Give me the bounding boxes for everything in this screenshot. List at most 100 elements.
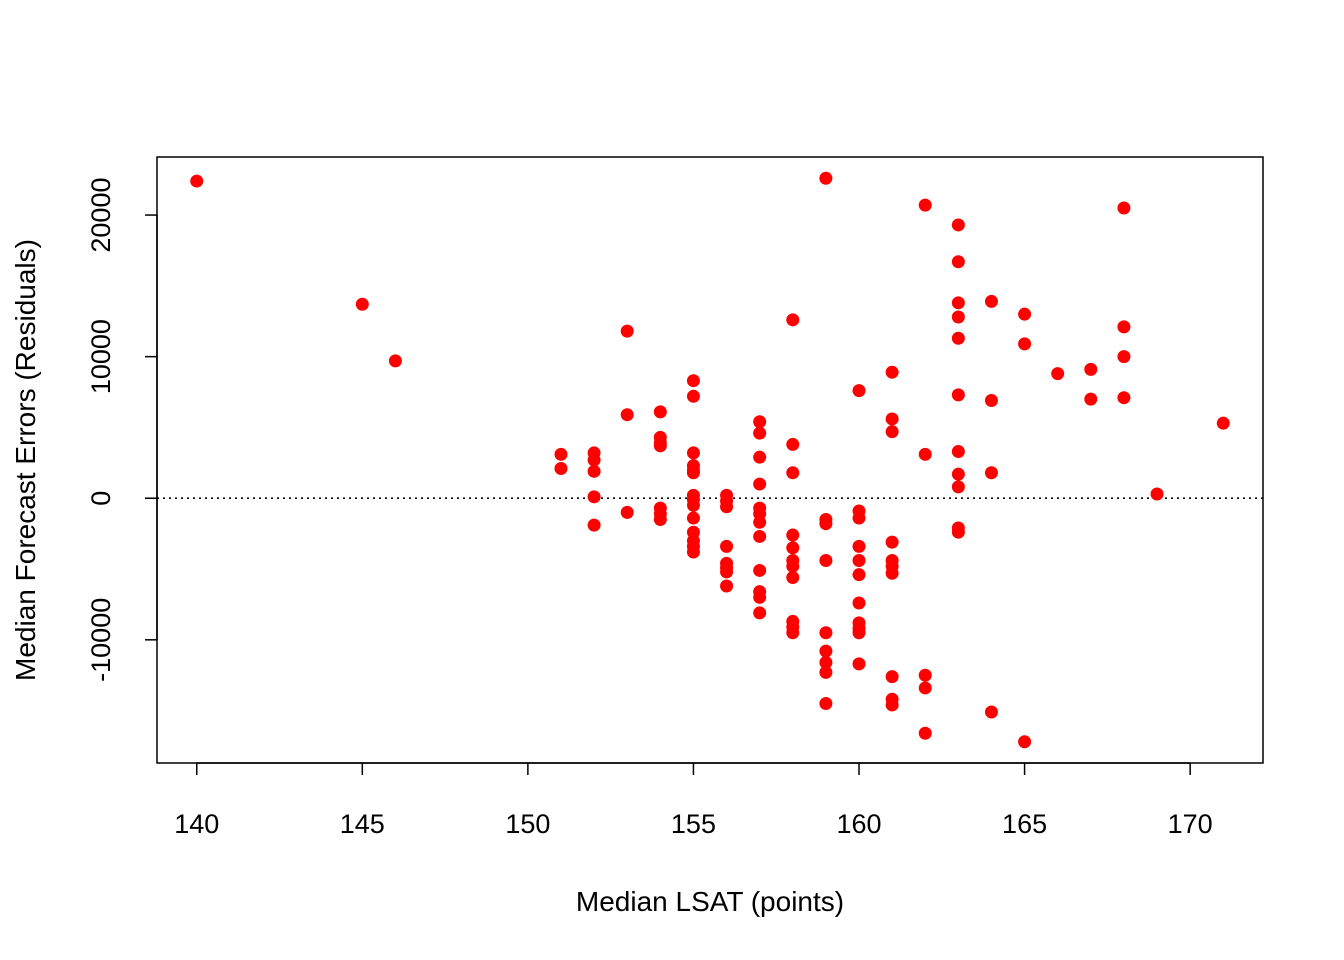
data-point — [951, 388, 965, 402]
data-point — [1084, 392, 1098, 406]
x-tick-label: 160 — [836, 809, 881, 839]
data-point — [388, 354, 402, 368]
data-point — [984, 294, 998, 308]
data-point — [753, 590, 767, 604]
data-point — [819, 171, 833, 185]
data-point — [951, 310, 965, 324]
data-point — [885, 566, 899, 580]
data-point — [653, 512, 667, 526]
data-point — [819, 554, 833, 568]
data-point — [951, 255, 965, 269]
data-point — [720, 539, 734, 553]
x-tick-label: 145 — [340, 809, 385, 839]
data-point — [1018, 307, 1032, 321]
data-point — [918, 447, 932, 461]
data-point — [951, 480, 965, 494]
data-point — [885, 425, 899, 439]
data-point — [819, 665, 833, 679]
y-tick-label: -10000 — [86, 598, 116, 682]
data-point — [720, 579, 734, 593]
data-point — [587, 453, 601, 467]
data-point — [852, 384, 866, 398]
data-point — [686, 446, 700, 460]
data-point — [885, 535, 899, 549]
data-point — [852, 626, 866, 640]
data-point — [786, 559, 800, 573]
data-point — [720, 565, 734, 579]
data-point — [1117, 201, 1131, 215]
data-point — [753, 515, 767, 529]
data-point — [786, 528, 800, 542]
data-point — [1018, 337, 1032, 351]
data-point — [720, 500, 734, 514]
data-point — [753, 450, 767, 464]
data-point — [984, 466, 998, 480]
data-point — [786, 571, 800, 585]
data-point — [852, 511, 866, 525]
data-point — [653, 405, 667, 419]
data-point — [620, 408, 634, 422]
data-point — [951, 296, 965, 310]
data-point — [190, 174, 204, 188]
x-tick-label: 170 — [1168, 809, 1213, 839]
data-point — [554, 461, 568, 475]
data-point — [686, 374, 700, 388]
x-tick-label: 150 — [505, 809, 550, 839]
data-point — [587, 490, 601, 504]
data-points — [190, 171, 1230, 749]
data-point — [587, 464, 601, 478]
data-point — [686, 498, 700, 512]
x-axis-title: Median LSAT (points) — [576, 886, 844, 917]
data-point — [819, 644, 833, 658]
data-point — [918, 668, 932, 682]
data-point — [819, 517, 833, 531]
data-point — [1018, 735, 1032, 749]
data-point — [951, 445, 965, 459]
data-point — [1051, 367, 1065, 381]
data-point — [1150, 487, 1164, 501]
data-point — [686, 545, 700, 559]
data-point — [554, 447, 568, 461]
data-point — [786, 626, 800, 640]
data-point — [686, 511, 700, 525]
data-point — [819, 655, 833, 669]
data-point — [885, 698, 899, 712]
data-point — [753, 529, 767, 543]
data-point — [753, 606, 767, 620]
data-point — [1216, 416, 1230, 430]
data-point — [885, 365, 899, 379]
x-tick-label: 165 — [1002, 809, 1047, 839]
data-point — [753, 415, 767, 429]
data-point — [587, 518, 601, 532]
data-point — [786, 437, 800, 451]
data-point — [819, 697, 833, 711]
y-axis: -10000 0 10000 20000 — [86, 178, 158, 682]
x-axis: 140 145 150 155 160 165 170 — [174, 762, 1213, 839]
data-point — [753, 477, 767, 491]
data-point — [852, 568, 866, 582]
data-point — [852, 596, 866, 610]
data-point — [786, 313, 800, 327]
data-point — [753, 563, 767, 577]
data-point — [786, 466, 800, 480]
data-point — [951, 218, 965, 232]
data-point — [951, 525, 965, 539]
data-point — [653, 439, 667, 453]
data-point — [951, 467, 965, 481]
data-point — [984, 394, 998, 408]
data-point — [1117, 320, 1131, 334]
y-tick-label: 0 — [86, 491, 116, 506]
data-point — [951, 331, 965, 345]
data-point — [984, 705, 998, 719]
x-tick-label: 140 — [174, 809, 219, 839]
data-point — [918, 681, 932, 695]
data-point — [918, 726, 932, 740]
data-point — [852, 554, 866, 568]
data-point — [686, 466, 700, 480]
data-point — [1117, 391, 1131, 405]
data-point — [620, 324, 634, 338]
data-point — [786, 541, 800, 555]
data-point — [620, 505, 634, 519]
